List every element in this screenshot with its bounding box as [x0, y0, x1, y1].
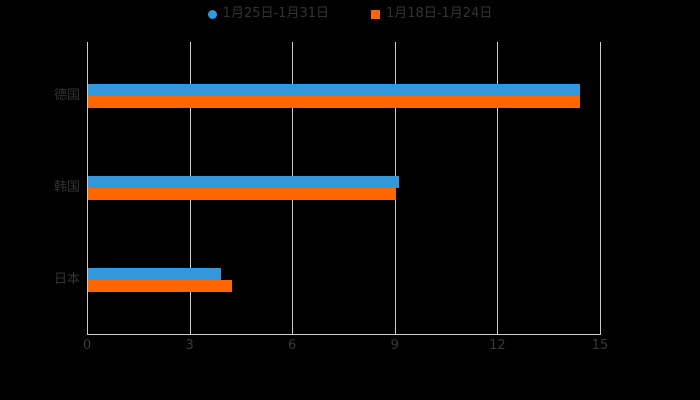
gridline	[497, 42, 499, 334]
x-axis-line	[87, 334, 601, 335]
x-tick-label: 0	[82, 338, 92, 353]
bar-0-cat-1[interactable]	[88, 176, 400, 188]
x-axis-tick	[292, 327, 294, 334]
x-axis-tick	[394, 327, 396, 334]
x-tick-label: 9	[390, 338, 399, 353]
y-axis-label: 德国	[53, 88, 80, 103]
x-tick-label: 15	[591, 338, 609, 353]
legend-label: 1月25日-1月31日	[222, 6, 329, 21]
x-tick-label: 3	[185, 338, 194, 353]
gridline	[87, 42, 88, 334]
legend-circle-marker-icon	[207, 9, 217, 19]
gridline	[600, 42, 601, 334]
y-axis-label: 韩国	[53, 180, 80, 195]
legend-item-0[interactable]: 1月25日-1月31日	[207, 5, 329, 23]
legend-label: 1月18日-1月24日	[386, 6, 493, 21]
y-axis-label: 日本	[53, 271, 80, 287]
bar-1-cat-0[interactable]	[88, 96, 581, 108]
x-tick-label: 12	[489, 338, 506, 353]
x-axis-tick	[497, 327, 499, 334]
bar-0-cat-2[interactable]	[88, 267, 222, 280]
x-tick-label: 6	[288, 338, 297, 353]
x-axis-tick	[600, 327, 601, 334]
legend-item-1[interactable]: 1月18日-1月24日	[371, 5, 492, 23]
bar-0-cat-0[interactable]	[88, 84, 581, 96]
legend-square-marker-icon	[371, 9, 380, 19]
x-axis-tick	[189, 327, 191, 334]
chart-legend: 1月25日-1月31日 1月18日-1月24日	[0, 5, 700, 23]
x-axis-tick	[87, 327, 88, 334]
bar-1-cat-2[interactable]	[88, 279, 232, 292]
bar-1-cat-1[interactable]	[88, 188, 396, 200]
